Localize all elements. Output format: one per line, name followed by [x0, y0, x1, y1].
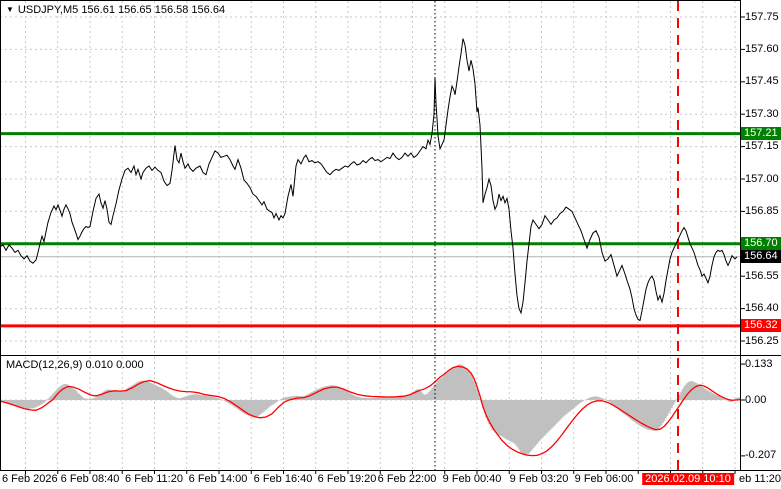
price-axis-label: 156.55: [745, 269, 779, 282]
macd-values: 0.010 0.000: [85, 359, 144, 371]
price-axis-label: 156.85: [745, 204, 779, 217]
macd-histogram: [0, 364, 741, 456]
macd-axis-label: 0.133: [745, 357, 773, 370]
time-axis-label-highlighted: 2026.02.09 10:10: [642, 473, 734, 485]
time-axis-label: 6 Feb 16:40: [253, 473, 313, 485]
macd-axis-label: -0.207: [745, 449, 777, 462]
time-axis-label: 6 Feb 2026: [2, 473, 58, 485]
price-axis-label: 156.25: [745, 334, 779, 347]
macd-axis-label: 0.00: [745, 393, 767, 406]
time-axis-label: 6 Feb 14:00: [188, 473, 248, 485]
macd-name: MACD(12,26,9): [6, 359, 83, 371]
level-price-tag: 157.21: [741, 127, 781, 141]
macd-indicator-label: MACD(12,26,9) 0.010 0.000: [6, 359, 144, 371]
symbol-name: USDJPY,M5: [17, 4, 79, 16]
price-axis-label: 157.60: [745, 42, 779, 55]
level-price-tag: 156.32: [741, 319, 781, 333]
price-axis-label: 157.75: [745, 10, 779, 23]
level-price-tag: 156.70: [741, 237, 781, 251]
time-axis-label: 9 Feb 00:40: [442, 473, 502, 485]
collapse-triangle-icon[interactable]: ▼: [6, 5, 14, 14]
time-axis-label: 6 Feb 19:20: [317, 473, 377, 485]
macd-signal-line: [0, 365, 741, 457]
time-axis-label: 6 Feb 08:40: [60, 473, 120, 485]
price-axis-label: 156.40: [745, 302, 779, 315]
symbol-title: ▼ USDJPY,M5 156.61 156.65 156.58 156.64: [6, 4, 225, 16]
price-line: [0, 38, 738, 322]
time-axis-label: 9 Feb 03:20: [509, 473, 569, 485]
price-axis-label: 157.15: [745, 140, 779, 153]
price-axis-label: 157.30: [745, 107, 779, 120]
current-price-tag: 156.64: [741, 250, 781, 264]
ohlc-quotes: 156.61 156.65 156.58 156.64: [81, 4, 226, 16]
price-axis-label: 157.45: [745, 75, 779, 88]
time-axis-label: 6 Feb 22:00: [377, 473, 437, 485]
time-axis-label: 9 Feb 06:00: [574, 473, 634, 485]
time-axis-label: eb 11:20: [739, 473, 781, 485]
price-axis-label: 157.00: [745, 172, 779, 185]
time-axis-label: 6 Feb 11:20: [125, 473, 183, 485]
